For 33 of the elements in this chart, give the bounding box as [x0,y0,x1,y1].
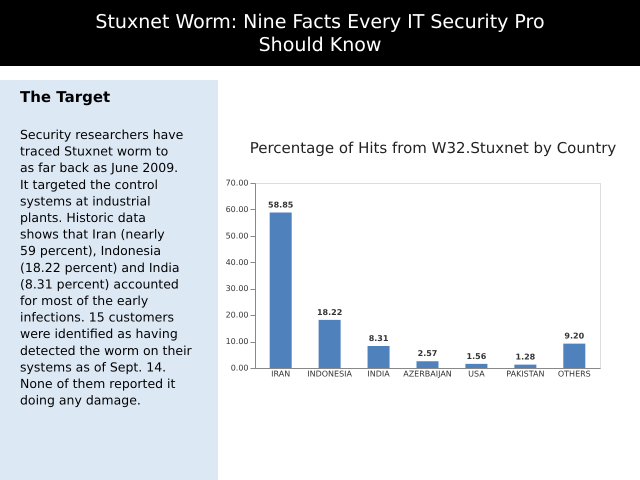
x-tick-label: INDIA [367,370,390,378]
bar [465,364,488,368]
data-label: 58.85 [268,200,294,210]
text: The Target [20,88,110,106]
data-label: 8.31 [368,334,389,344]
y-tick-label: 70.00 [226,178,248,188]
data-label: 1.28 [515,352,536,362]
bar [514,364,536,368]
data-label: 18.22 [316,308,342,317]
bar [318,320,341,368]
data-label: 9.20 [564,332,585,341]
y-tick-label: 20.00 [226,310,248,320]
x-tick-label: AZERBAIJAN [403,370,452,378]
chart-title: Percentage of Hits from W32.Stuxnet by Country [250,139,616,157]
x-tick-label: USA [468,370,486,378]
bar [368,346,390,368]
y-tick-label: 60.00 [226,204,248,214]
data-label: 1.56 [466,352,487,361]
x-tick-label: PAKISTAN [506,370,544,378]
text: Stuxnet Worm: Nine Facts Every IT Security Pro Should Know [95,11,545,56]
x-tick-label: IRAN [271,370,290,378]
bar [563,344,586,368]
x-tick-label: INDONESIA [307,370,353,378]
y-tick-label: 30.00 [226,284,248,294]
y-tick-label: 0.00 [230,364,248,372]
y-tick-label: 50.00 [226,231,248,240]
y-tick-label: 40.00 [226,258,248,267]
text: Security researchers have traced Stuxnet worm to as far back as June 2009. It targeted the control systems at industrial plants. Historic data shows that Iran (nearly 59 percent), Indonesia (18.22 percent) and India (8.31 percent) accounted for most of the early infections. 15 customers were identified as having detected the worm on their systems as of Sept. 14. None of them reported it doing any damage. [20,127,192,408]
x-tick-label: OTHERS [558,370,591,378]
bar [270,212,292,368]
y-tick-label: 10.00 [226,337,248,346]
data-label: 2.57 [418,349,438,358]
bar [416,361,439,368]
